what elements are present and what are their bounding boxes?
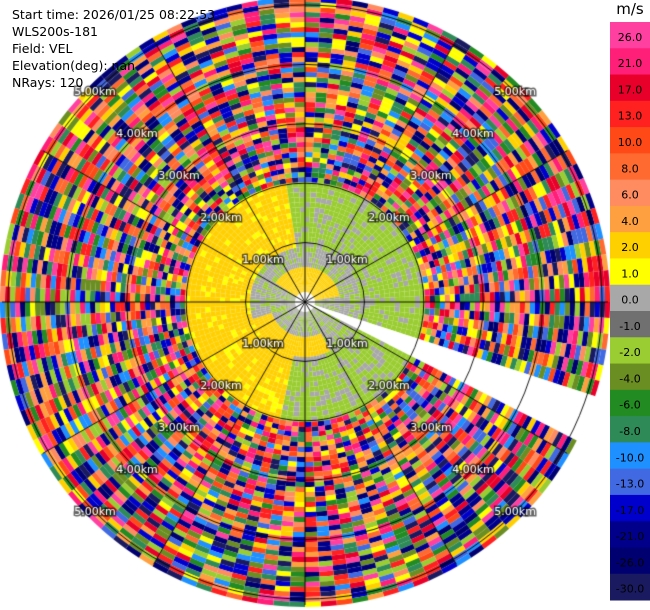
ppi-plot — [0, 0, 610, 610]
colorbar-tick-label: -1.0 — [619, 320, 640, 333]
field-text: Field: VEL — [12, 41, 73, 56]
colorbar-tick-label: -17.0 — [616, 504, 644, 517]
colorbar-unit: m/s — [616, 0, 644, 18]
colorbar-swatch — [610, 494, 650, 522]
colorbar-swatch — [610, 468, 650, 496]
colorbar-swatch — [610, 74, 650, 102]
colorbar-swatch — [610, 573, 650, 601]
colorbar-tick-label: 6.0 — [621, 189, 639, 202]
colorbar-swatch — [610, 153, 650, 181]
colorbar-tick-label: 13.0 — [618, 110, 643, 123]
colorbar-tick-label: -10.0 — [616, 451, 644, 464]
colorbar-swatch — [610, 48, 650, 76]
colorbar-tick-label: 1.0 — [621, 267, 639, 280]
instrument-text: WLS200s-181 — [12, 24, 98, 39]
colorbar-swatch — [610, 284, 650, 312]
colorbar-swatch — [610, 258, 650, 286]
colorbar-tick-label: -6.0 — [619, 399, 640, 412]
colorbar-swatch — [610, 311, 650, 338]
colorbar-tick-label: -2.0 — [619, 346, 640, 359]
colorbar-swatch — [610, 389, 650, 417]
colorbar-swatch — [610, 127, 650, 154]
colorbar-swatch — [610, 22, 650, 49]
colorbar-tick-label: 26.0 — [618, 31, 643, 44]
colorbar-swatch — [610, 337, 650, 365]
colorbar-swatch — [610, 442, 650, 470]
colorbar-tick-label: 4.0 — [621, 215, 639, 228]
colorbar: 26.0 21.0 17.0 13.0 10.0 8.0 6.0 4.0 2.0 1.0 0.0 -1… — [610, 22, 650, 601]
colorbar-tick-label: 21.0 — [618, 57, 643, 70]
colorbar-tick-label: -26.0 — [616, 556, 644, 569]
colorbar-tick-label: -8.0 — [619, 425, 640, 438]
colorbar-swatch — [610, 547, 650, 575]
colorbar-tick-label: 2.0 — [621, 241, 639, 254]
colorbar-tick-label: 8.0 — [621, 162, 639, 175]
colorbar-swatch — [610, 179, 650, 207]
colorbar-tick-label: 17.0 — [618, 83, 643, 96]
colorbar-tick-label: 0.0 — [621, 294, 639, 307]
nrays-text: NRays: 120 — [12, 75, 84, 90]
colorbar-swatch — [610, 521, 650, 548]
plot-info: Start time: 2026/01/25 08:22:53 WLS200s-… — [12, 6, 215, 91]
colorbar-tick-label: -21.0 — [616, 530, 644, 543]
colorbar-swatch — [610, 363, 650, 391]
colorbar-tick-label: -30.0 — [616, 583, 644, 596]
colorbar-swatch — [610, 205, 650, 233]
colorbar-tick-label: -4.0 — [619, 372, 640, 385]
start-time-text: Start time: 2026/01/25 08:22:53 — [12, 7, 216, 22]
colorbar-swatch — [610, 100, 650, 128]
colorbar-swatch — [610, 232, 650, 259]
elevation-text: Elevation(deg): nan — [12, 58, 136, 73]
colorbar-swatch — [610, 416, 650, 443]
colorbar-tick-label: -13.0 — [616, 478, 644, 491]
colorbar-tick-label: 10.0 — [618, 136, 643, 149]
